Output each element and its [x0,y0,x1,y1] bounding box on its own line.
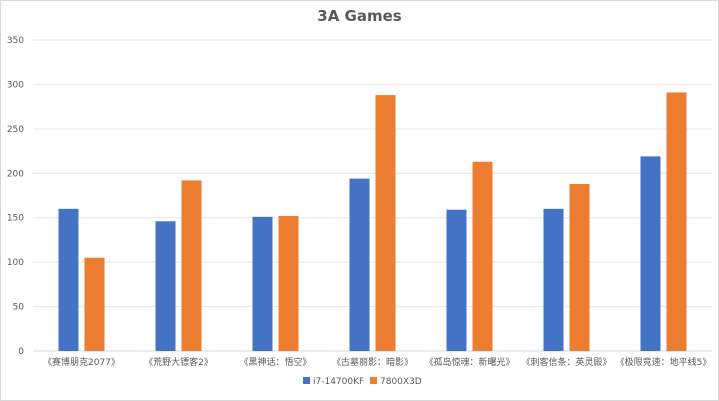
y-tick-label: 350 [7,36,24,46]
y-tick-label: 200 [7,169,24,179]
bar-series-1 [349,178,370,351]
bar-series-2 [84,257,105,351]
y-tick-label: 100 [7,258,24,268]
x-tick-label: 《极限竞速：地平线5》 [616,356,712,368]
legend-swatch [303,377,310,384]
y-tick-label: 50 [13,303,25,313]
x-tick-label: 《赛博朋克2077》 [43,356,120,368]
bar-series-2 [375,95,396,351]
bar-series-1 [446,209,467,351]
bar-series-2 [569,183,590,351]
legend-swatch [370,377,377,384]
x-tick-label: 《孤岛惊魂：新曙光》 [424,356,514,368]
x-tick-label: 《黑神话：悟空》 [239,356,311,368]
bar-series-1 [155,221,176,351]
bar-series-2 [278,215,299,351]
y-tick-label: 250 [7,125,24,135]
bar-series-1 [252,216,273,351]
bar-series-1 [543,208,564,351]
legend-label: 7800X3D [380,377,422,387]
y-tick-label: 0 [18,347,24,357]
bar-series-1 [58,208,79,351]
bar-series-2 [181,180,202,351]
bar-series-2 [472,161,493,351]
x-tick-label: 《荒野大镖客2》 [144,356,213,368]
x-tick-label: 《刺客信条：英灵殿》 [521,356,611,368]
y-tick-label: 150 [7,214,24,224]
y-tick-label: 300 [7,80,24,90]
bar-series-1 [640,156,661,351]
bar-series-2 [666,92,687,351]
chart-title: 3A Games [317,7,402,25]
x-tick-label: 《古墓丽影：暗影》 [332,356,413,368]
legend-label: i7-14700KF [313,377,364,387]
